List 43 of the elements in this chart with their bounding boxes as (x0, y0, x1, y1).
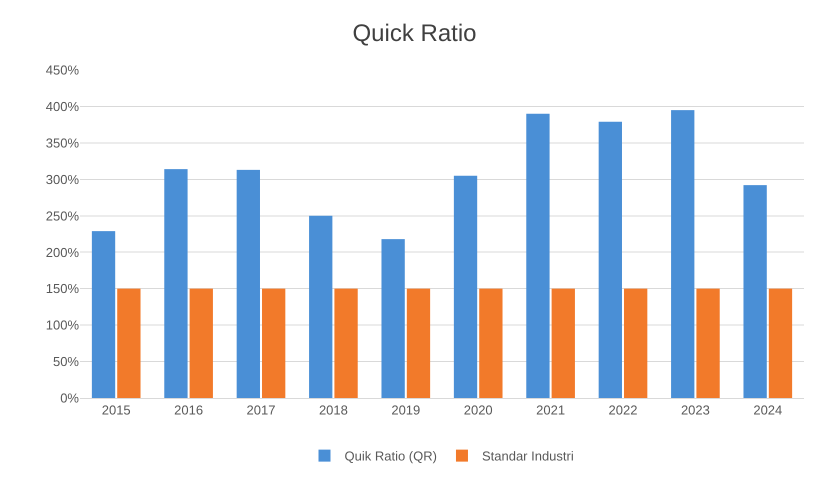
bar (190, 288, 213, 398)
y-tick-label: 400% (46, 98, 80, 114)
x-tick-label: 2023 (680, 402, 710, 418)
bar (454, 176, 478, 398)
y-tick-label: 300% (46, 172, 80, 187)
y-tick-label: 350% (46, 135, 80, 150)
y-tick-label: 450% (46, 62, 80, 78)
bar (768, 288, 792, 398)
bar (552, 288, 575, 398)
bar (696, 288, 720, 398)
bar (164, 169, 188, 398)
x-tick-label: 2017 (246, 402, 276, 418)
bar (92, 231, 116, 398)
bar (236, 170, 260, 398)
y-tick-label: 150% (46, 281, 80, 296)
y-tick-label: 100% (46, 318, 80, 333)
x-tick-label: 2021 (536, 402, 566, 418)
x-tick-label: 2022 (608, 402, 638, 418)
y-tick-label: 50% (52, 354, 80, 370)
x-tick-label: 2024 (753, 402, 782, 418)
bar (117, 288, 141, 398)
y-tick-label: 0% (60, 390, 80, 406)
bar (598, 122, 622, 398)
bar (526, 114, 550, 398)
legend-label: Quik Ratio (QR) (344, 448, 437, 464)
y-tick-label: 250% (46, 208, 80, 224)
bar (406, 288, 430, 398)
bar (334, 288, 358, 398)
bar (381, 239, 405, 398)
legend-label: Standar Industri (482, 448, 574, 464)
x-tick-label: 2018 (318, 402, 348, 418)
bar (671, 110, 694, 398)
x-tick-label: 2016 (174, 402, 204, 418)
y-tick-label: 200% (46, 244, 80, 260)
x-tick-label: 2020 (464, 402, 493, 418)
bar (479, 288, 503, 398)
bar (624, 288, 648, 398)
bar (262, 288, 286, 398)
x-tick-label: 2015 (102, 402, 131, 418)
x-tick-label: 2019 (391, 402, 420, 418)
bar (743, 185, 767, 398)
chart-title: Quick Ratio (352, 20, 477, 48)
bar (309, 216, 332, 398)
